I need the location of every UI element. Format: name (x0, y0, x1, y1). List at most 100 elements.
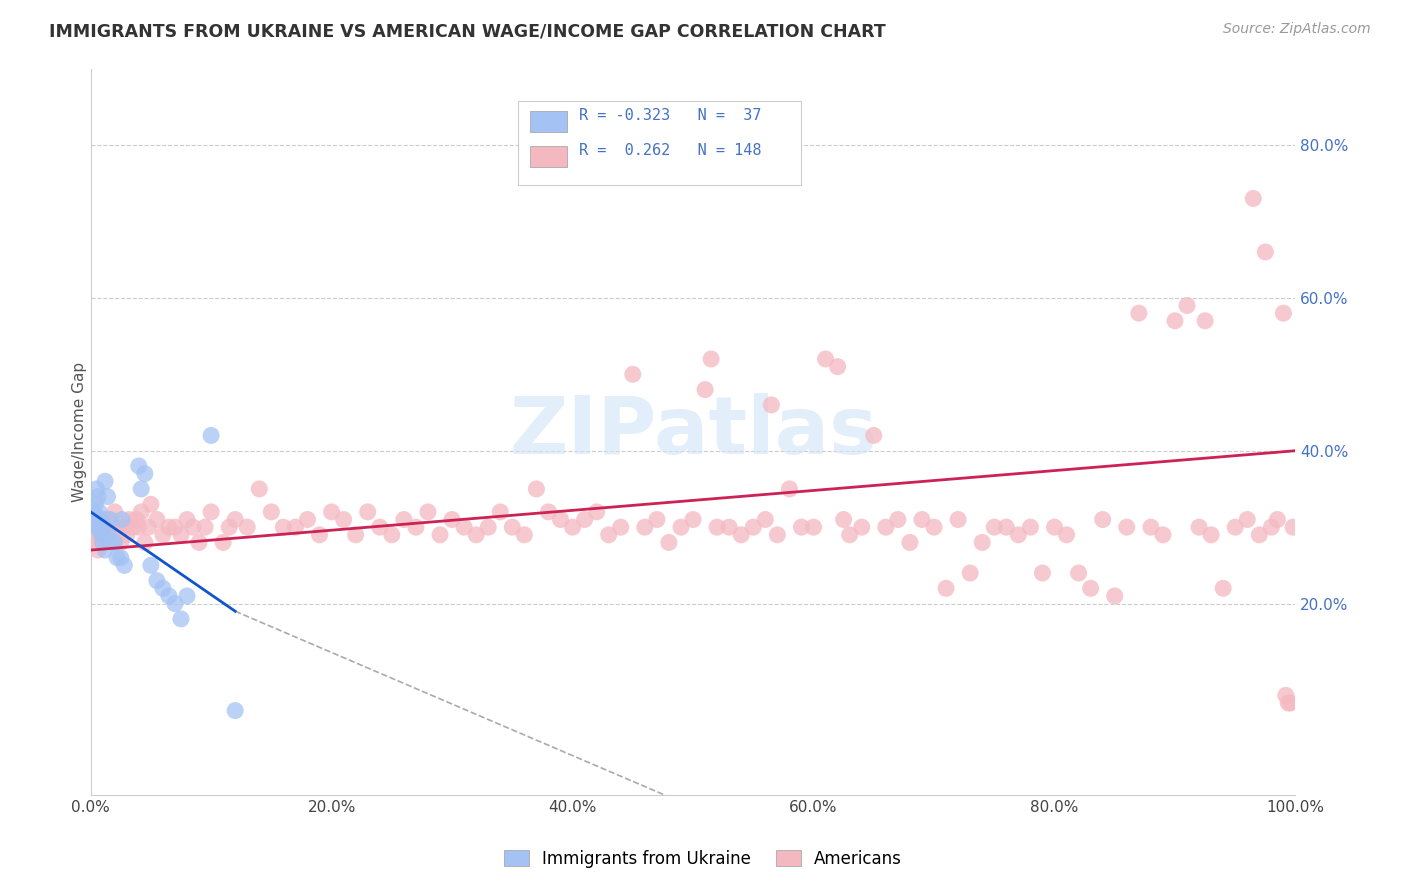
Point (537, 505, 560, 519)
Point (778, 482, 800, 496)
Point (1254, 244, 1277, 259)
Text: ZIPatlas: ZIPatlas (509, 392, 877, 471)
Point (598, 528, 620, 542)
Point (176, 589, 198, 603)
Point (658, 535, 681, 549)
Point (392, 512, 415, 526)
Point (489, 505, 512, 519)
Point (170, 528, 193, 542)
Point (416, 505, 439, 519)
Point (200, 428, 222, 442)
Point (89, 520, 111, 534)
Point (477, 520, 499, 534)
Point (110, 550, 132, 565)
Text: IMMIGRANTS FROM UKRAINE VS AMERICAN WAGE/INCOME GAP CORRELATION CHART: IMMIGRANTS FROM UKRAINE VS AMERICAN WAGE… (49, 22, 886, 40)
Point (706, 520, 728, 534)
Point (972, 535, 994, 549)
Point (1199, 528, 1222, 542)
Point (803, 520, 825, 534)
Point (1080, 582, 1102, 596)
Point (91, 528, 114, 542)
Point (297, 512, 319, 526)
Point (700, 351, 723, 366)
Point (1115, 520, 1137, 534)
Point (134, 535, 156, 549)
Point (875, 520, 897, 534)
Legend: Immigrants from Ukraine, Americans: Immigrants from Ukraine, Americans (498, 844, 908, 875)
Point (105, 550, 128, 565)
FancyBboxPatch shape (519, 101, 801, 185)
Point (86, 482, 108, 496)
Point (1225, 520, 1247, 534)
Point (98, 520, 121, 534)
Point (128, 458, 150, 473)
Point (381, 528, 404, 542)
Point (115, 528, 138, 542)
Point (1152, 528, 1174, 542)
Point (357, 505, 380, 519)
Point (862, 428, 884, 442)
Point (110, 535, 132, 549)
Point (1007, 528, 1029, 542)
Point (1241, 191, 1264, 205)
Point (1031, 566, 1053, 580)
Point (887, 512, 910, 526)
Point (995, 520, 1018, 534)
Point (682, 512, 704, 526)
Point (1067, 566, 1090, 580)
Point (129, 482, 152, 496)
Point (585, 505, 607, 519)
Point (96, 520, 118, 534)
Point (983, 520, 1005, 534)
Point (118, 512, 141, 526)
Point (84, 497, 107, 511)
Point (181, 520, 204, 534)
Point (441, 512, 464, 526)
Point (1267, 512, 1289, 526)
Point (218, 520, 240, 534)
Point (139, 558, 162, 573)
Point (87, 490, 110, 504)
Bar (530, 146, 567, 167)
Point (260, 505, 283, 519)
Point (827, 359, 849, 374)
Point (157, 589, 180, 603)
Point (96, 490, 118, 504)
Point (194, 520, 217, 534)
Point (212, 535, 235, 549)
Point (1091, 512, 1114, 526)
Point (146, 512, 169, 526)
Point (1282, 520, 1305, 534)
Point (501, 520, 523, 534)
Point (138, 520, 160, 534)
Point (526, 482, 548, 496)
Point (1236, 512, 1258, 526)
Point (790, 520, 813, 534)
Point (1275, 689, 1298, 703)
Point (718, 520, 741, 534)
Point (1194, 314, 1216, 328)
Point (134, 467, 156, 481)
Point (513, 528, 536, 542)
Point (1056, 528, 1078, 542)
Point (1140, 520, 1163, 534)
Point (1212, 582, 1234, 596)
Point (1188, 520, 1211, 534)
Point (1260, 520, 1282, 534)
Point (344, 528, 367, 542)
Point (163, 597, 186, 611)
Point (669, 520, 692, 534)
Point (284, 520, 307, 534)
Point (761, 398, 783, 412)
Point (111, 512, 134, 526)
Point (1164, 314, 1187, 328)
Point (98, 512, 121, 526)
Point (236, 520, 259, 534)
Point (550, 512, 572, 526)
Point (851, 520, 873, 534)
Point (959, 566, 981, 580)
Point (1277, 696, 1299, 710)
Point (97, 512, 120, 526)
Point (101, 535, 124, 549)
Point (152, 528, 174, 542)
